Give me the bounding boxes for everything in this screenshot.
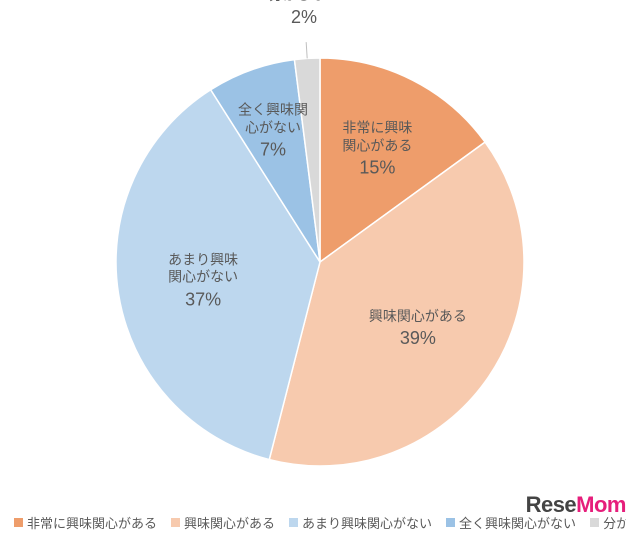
legend-label: あまり興味関心がない	[302, 513, 432, 532]
legend-swatch	[446, 518, 455, 527]
legend-label: 興味関心がある	[184, 513, 275, 532]
legend-item: 興味関心がある	[171, 513, 275, 532]
legend-swatch	[14, 518, 23, 527]
legend-item: あまり興味関心がない	[289, 513, 432, 532]
legend-label: 分からない	[603, 513, 626, 532]
legend-label: 全く興味関心がない	[459, 513, 576, 532]
legend-swatch	[590, 518, 599, 527]
legend-item: 非常に興味関心がある	[14, 513, 157, 532]
legend: 非常に興味関心がある 興味関心がある あまり興味関心がない 全く興味関心がない 分からな…	[14, 513, 626, 532]
pie-chart-svg	[0, 0, 640, 542]
pie-chart-container: 非常に興味関心がある15%興味関心がある39%あまり興味関心がない37%全く興味…	[0, 0, 640, 542]
legend-label: 非常に興味関心がある	[27, 513, 157, 532]
leader-line	[306, 42, 307, 58]
legend-item: 分からない	[590, 513, 626, 532]
legend-item: 全く興味関心がない	[446, 513, 576, 532]
legend-swatch	[289, 518, 298, 527]
legend-swatch	[171, 518, 180, 527]
